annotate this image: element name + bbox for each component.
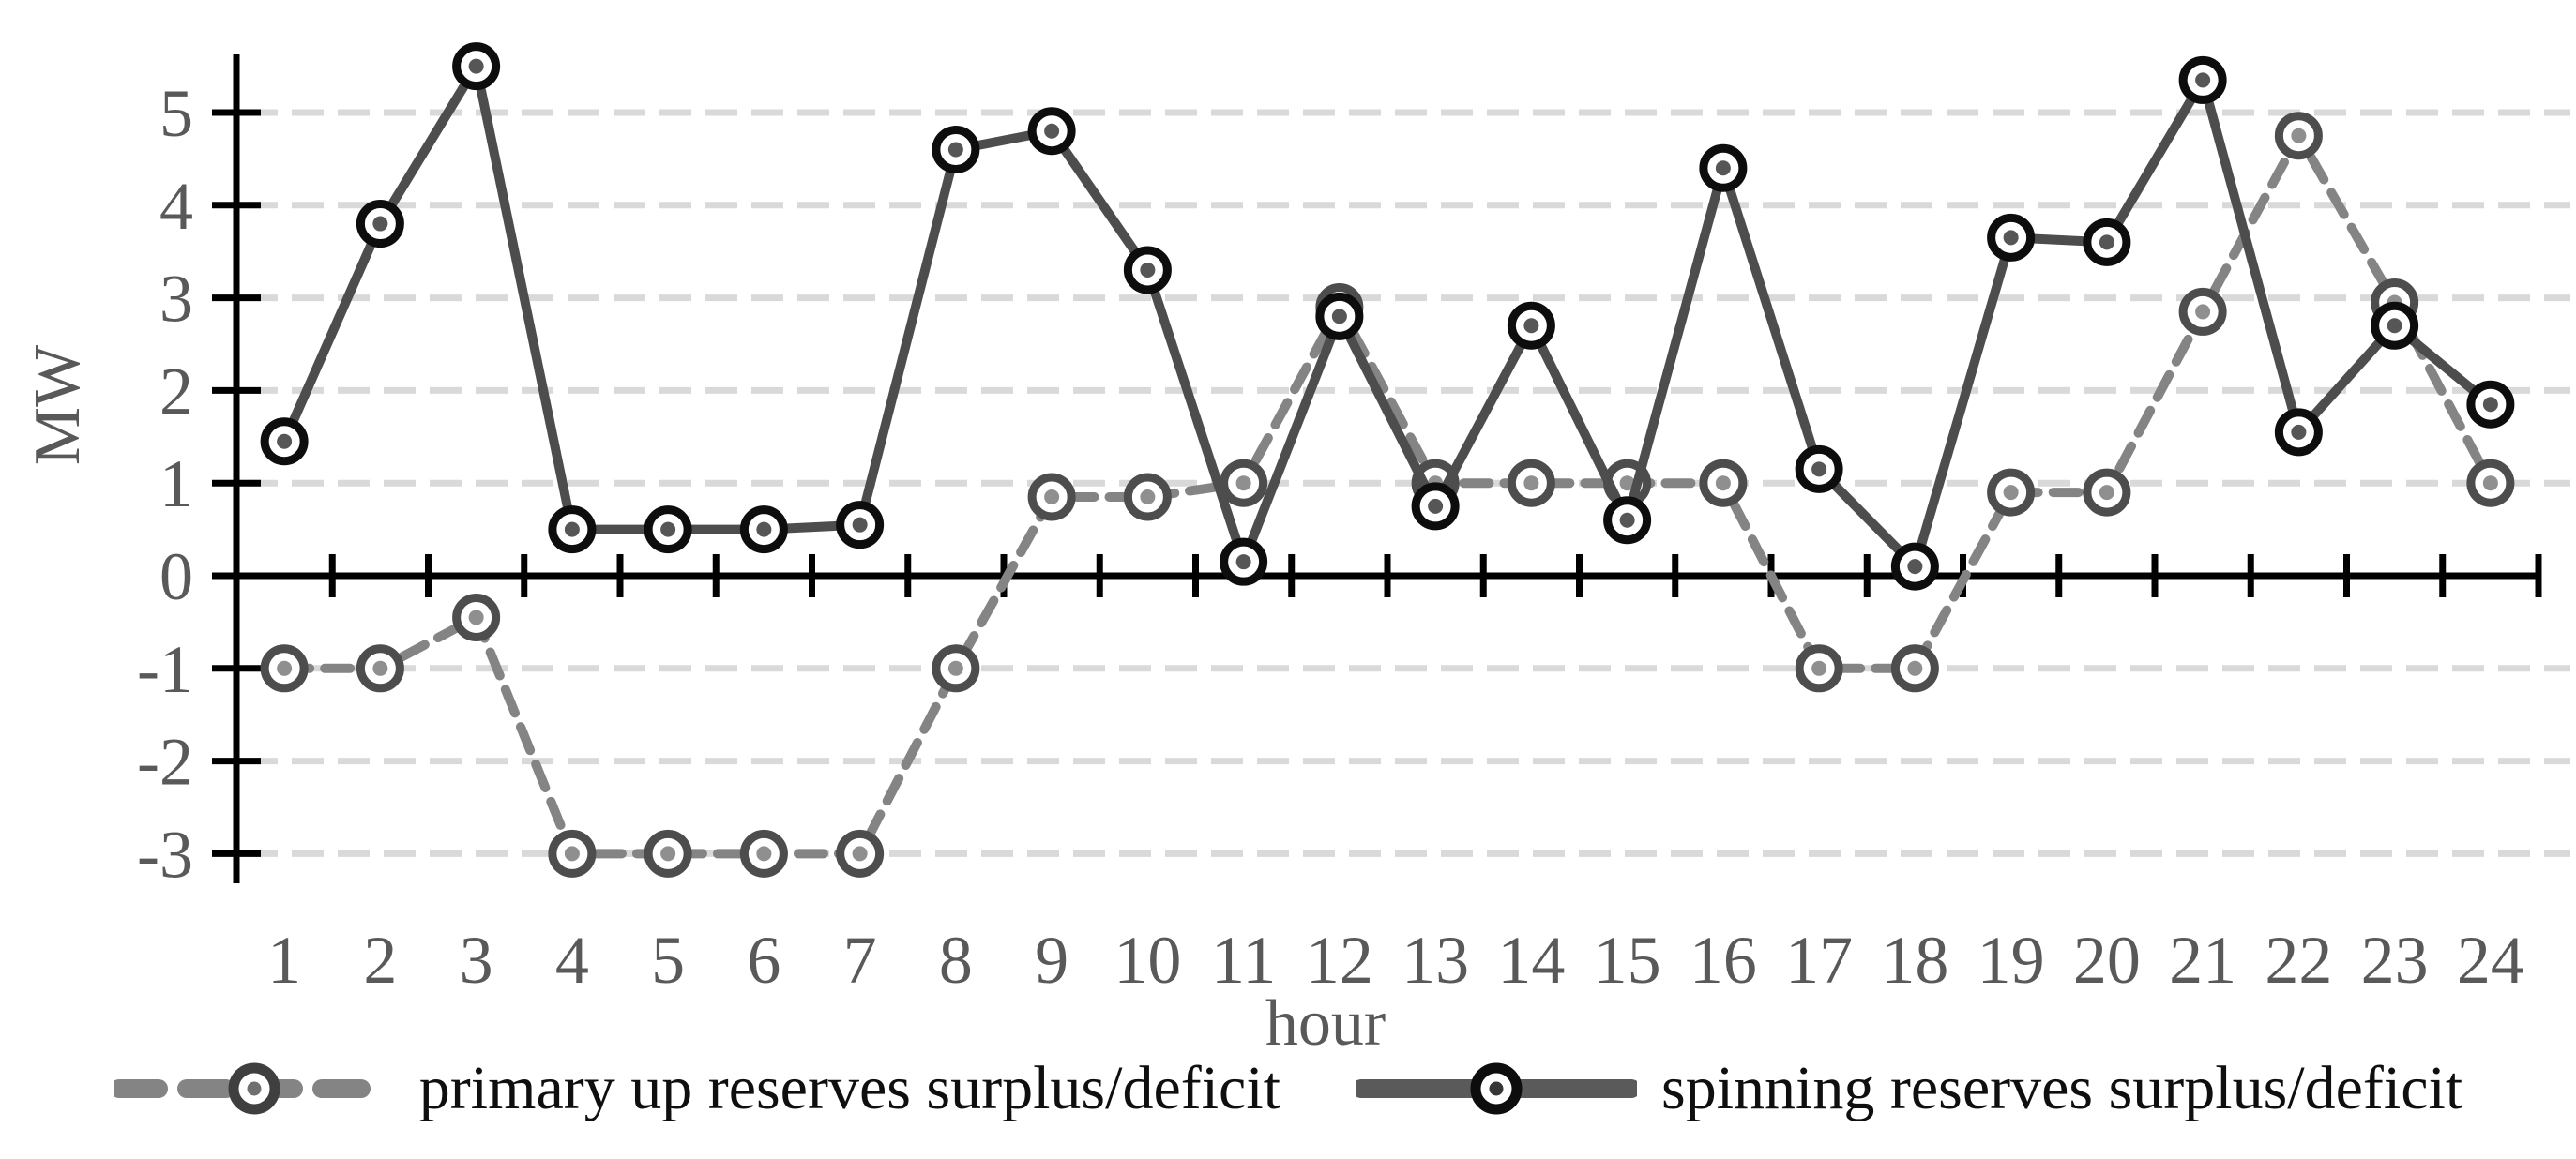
data-point-center-dot	[1044, 489, 1060, 505]
data-point-center-dot	[277, 433, 293, 449]
x-tick-label: 11	[1211, 923, 1276, 998]
y-tick-label: 4	[159, 169, 193, 244]
x-tick-label: 24	[2457, 923, 2524, 998]
data-point-center-dot	[468, 610, 484, 625]
data-point-center-dot	[756, 846, 772, 862]
x-tick-label: 1	[267, 923, 301, 998]
x-tick-label: 23	[2361, 923, 2429, 998]
data-point-center-dot	[1140, 262, 1156, 278]
data-point-center-dot	[2099, 485, 2114, 501]
data-point-center-dot	[564, 521, 580, 537]
legend-label-spinning-reserves: spinning reserves surplus/deficit	[1661, 1054, 2463, 1122]
data-point-center-dot	[2482, 397, 2498, 413]
x-tick-label: 15	[1594, 923, 1661, 998]
data-point-center-dot	[2387, 318, 2402, 334]
x-tick-label: 20	[2073, 923, 2141, 998]
data-point-center-dot	[2195, 304, 2211, 320]
data-point-center-dot	[2003, 230, 2019, 246]
data-point-center-dot	[1811, 660, 1827, 676]
series-line	[280, 130, 2495, 859]
x-tick-labels: 1 2 3 4 5 6 7 8 9 10 11 12 13 14 15 16 17 18 19 20 21 22 23 24	[267, 923, 2524, 998]
y-axis-title: MW	[22, 345, 94, 465]
data-point-center-dot	[1523, 475, 1539, 491]
series-spinning-reserves	[260, 42, 2515, 591]
data-point-center-dot	[2291, 424, 2307, 440]
legend-sample-solid-line	[1356, 1062, 1638, 1115]
y-tick-label: -2	[137, 725, 193, 800]
y-tick-label: -3	[137, 817, 193, 892]
legend-item-primary-up-reserves: primary up reserves surplus/deficit	[113, 1054, 1281, 1122]
y-tick-labels: 5 4 3 2 1 0 -1 -2 -3	[137, 76, 261, 892]
data-point-center-dot	[2099, 234, 2114, 250]
x-tick-label: 4	[555, 923, 589, 998]
x-tick-label: 13	[1402, 923, 1469, 998]
data-point-center-dot	[564, 846, 580, 862]
gridlines	[246, 109, 2570, 857]
x-tick-label: 14	[1497, 923, 1565, 998]
y-tick-label: 2	[159, 354, 193, 429]
y-tick-label: -1	[137, 632, 193, 707]
x-tick-label: 21	[2169, 923, 2236, 998]
data-point-center-dot	[1715, 160, 1731, 176]
data-point-center-dot	[1523, 318, 1539, 334]
data-point-center-dot	[2291, 128, 2307, 143]
data-point-center-dot	[372, 660, 388, 676]
data-point-center-dot	[1044, 123, 1060, 139]
data-point-center-dot	[1907, 559, 1923, 575]
data-point-center-dot	[1907, 660, 1923, 676]
legend-label-primary-up-reserves: primary up reserves surplus/deficit	[418, 1054, 1281, 1122]
x-tick-label: 10	[1114, 923, 1181, 998]
y-tick-label: 3	[159, 262, 193, 337]
data-point-center-dot	[1619, 475, 1635, 491]
data-point-center-dot	[947, 142, 963, 158]
x-tick-label: 12	[1306, 923, 1373, 998]
x-tick-label: 6	[747, 923, 780, 998]
data-point-center-dot	[2482, 475, 2498, 491]
data-point-center-dot	[1235, 475, 1251, 491]
data-point-center-dot	[660, 521, 676, 537]
data-point-center-dot	[1235, 554, 1251, 570]
x-tick-label: 22	[2265, 923, 2332, 998]
data-point-center-dot	[1811, 461, 1827, 477]
x-tick-label: 16	[1690, 923, 1757, 998]
series-line	[280, 61, 2494, 572]
legend-item-spinning-reserves: spinning reserves surplus/deficit	[1356, 1058, 2462, 1120]
x-tick-label: 3	[460, 923, 493, 998]
x-tick-label: 18	[1881, 923, 1948, 998]
series-primary-up-reserves	[260, 112, 2515, 878]
y-tick-label: 0	[159, 539, 193, 614]
data-point-center-dot	[1428, 498, 1444, 514]
x-tick-label: 2	[363, 923, 397, 998]
data-point-center-dot	[852, 517, 868, 533]
y-tick-label: 1	[159, 446, 193, 521]
data-point-center-dot	[1715, 475, 1731, 491]
legend-sample-dashed-line	[113, 1062, 395, 1115]
x-axis-title: hour	[1265, 987, 1386, 1060]
x-tick-label: 7	[843, 923, 877, 998]
data-point-center-dot	[1619, 512, 1635, 528]
legend-marker-dot-icon	[247, 1081, 262, 1096]
x-tick-label: 19	[1977, 923, 2045, 998]
data-point-center-dot	[947, 660, 963, 676]
data-point-center-dot	[2195, 72, 2211, 88]
data-point-center-dot	[660, 846, 676, 862]
x-tick-label: 9	[1035, 923, 1068, 998]
chart-legend: primary up reserves surplus/deficit spin…	[0, 1058, 2576, 1120]
x-tick-label: 5	[651, 923, 685, 998]
x-tick-label: 8	[939, 923, 973, 998]
data-point-center-dot	[2003, 485, 2019, 501]
data-point-center-dot	[1140, 489, 1156, 505]
legend-marker-dot-icon	[1489, 1081, 1504, 1096]
data-point-center-dot	[1331, 309, 1347, 324]
data-point-center-dot	[468, 58, 484, 74]
data-point-center-dot	[372, 216, 388, 232]
data-point-center-dot	[852, 846, 868, 862]
data-point-center-dot	[756, 521, 772, 537]
y-tick-label: 5	[159, 76, 193, 151]
x-tick-label: 17	[1785, 923, 1853, 998]
data-point-center-dot	[277, 660, 293, 676]
